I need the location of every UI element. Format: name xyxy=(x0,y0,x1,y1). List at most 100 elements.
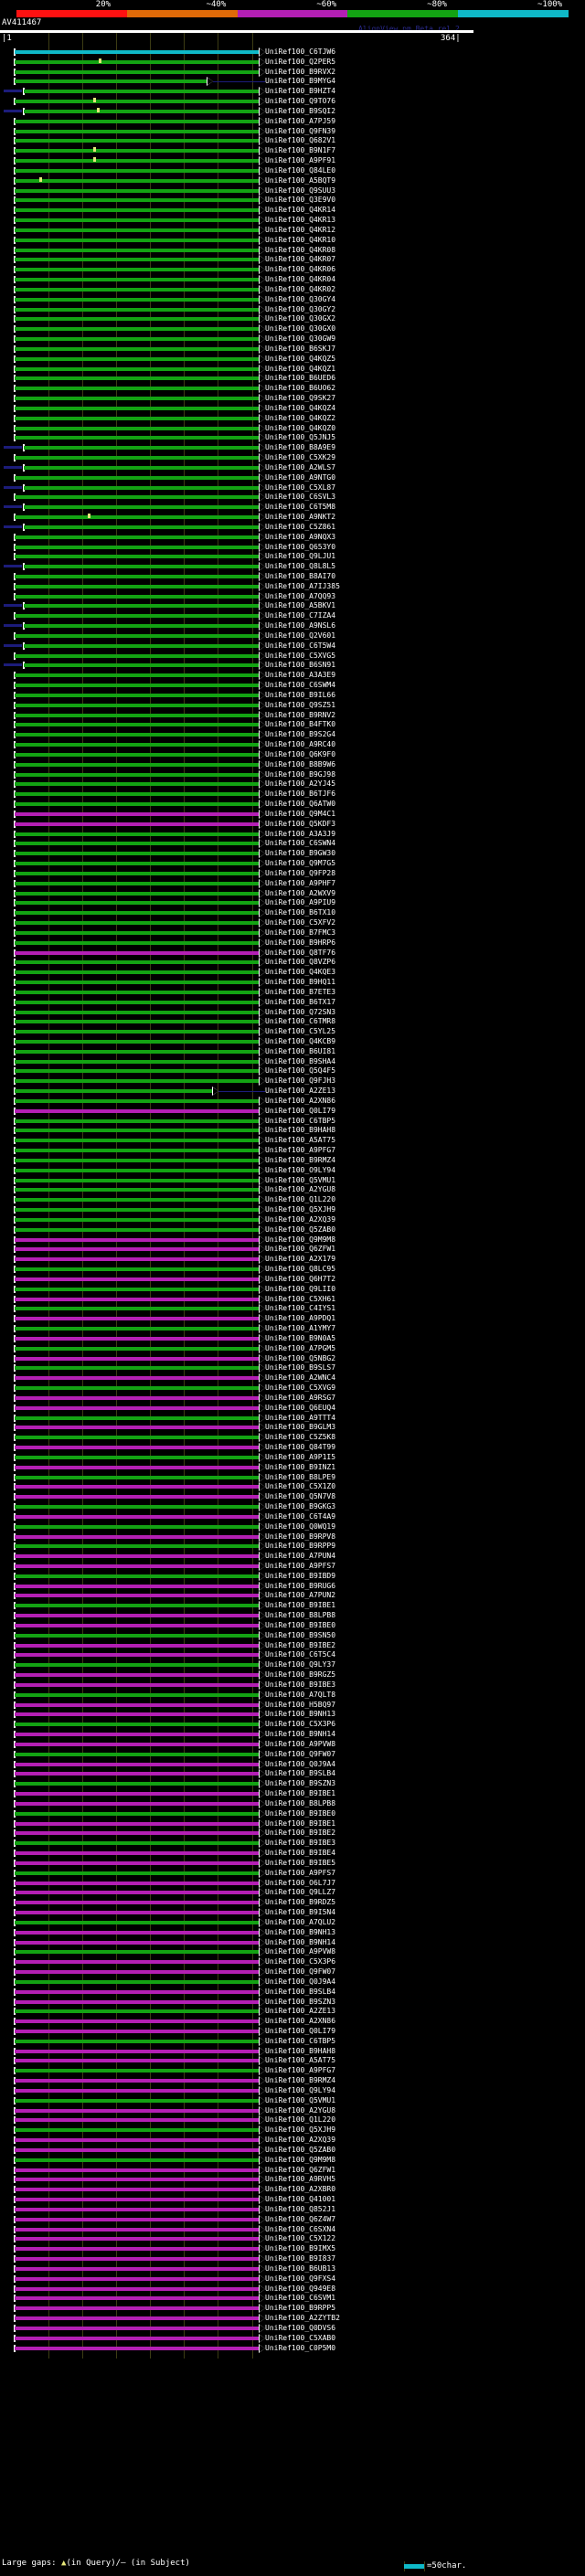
hit-label[interactable]: UniRef100_B9HQ11 xyxy=(265,978,336,987)
table-row[interactable]: UniRef100_B6UI81 xyxy=(0,1046,585,1057)
hit-label[interactable]: UniRef100_B9IBE3 xyxy=(265,1839,336,1848)
hit-label[interactable]: UniRef100_A9TTT4 xyxy=(265,1413,336,1422)
hit-label[interactable]: UniRef100_B9IBE0 xyxy=(265,1808,336,1818)
hit-bar[interactable] xyxy=(15,1118,259,1123)
hit-bar[interactable] xyxy=(15,1436,259,1440)
hit-bar[interactable] xyxy=(15,2147,259,2152)
table-row[interactable]: UniRef100_Q4KR10 xyxy=(0,235,585,246)
hit-bar[interactable] xyxy=(15,100,259,104)
hit-label[interactable]: UniRef100_B9SQI2 xyxy=(265,106,336,115)
hit-label[interactable]: UniRef100_A7PUN4 xyxy=(265,1552,336,1561)
hit-bar[interactable] xyxy=(15,1831,259,1836)
table-row[interactable]: UniRef100_B9GKG3 xyxy=(0,1502,585,1512)
table-row[interactable]: UniRef100_Q9M7G5 xyxy=(0,859,585,869)
hit-bar[interactable] xyxy=(15,1544,259,1549)
hit-bar[interactable] xyxy=(15,1356,259,1361)
table-row[interactable]: UniRef100_Q9FN39 xyxy=(0,126,585,137)
table-row[interactable]: UniRef100_Q0DVS6 xyxy=(0,2323,585,2334)
table-row[interactable]: UniRef100_Q5Q4F5 xyxy=(0,1066,585,1076)
table-row[interactable]: UniRef100_B9HAH8 xyxy=(0,1126,585,1136)
hit-label[interactable]: UniRef100_C6SWN4 xyxy=(265,839,336,848)
table-row[interactable]: UniRef100_C4IYS1 xyxy=(0,1304,585,1314)
hit-bar[interactable] xyxy=(15,911,259,916)
hit-bar[interactable] xyxy=(24,565,259,569)
table-row[interactable]: UniRef100_B4FTK0 xyxy=(0,720,585,730)
hit-bar[interactable] xyxy=(15,495,259,500)
hit-label[interactable]: UniRef100_Q0J9A4 xyxy=(265,1759,336,1768)
table-row[interactable]: UniRef100_Q1L220 xyxy=(0,1195,585,1205)
hit-label[interactable]: UniRef100_Q5ZAB0 xyxy=(265,2145,336,2154)
hit-bar[interactable] xyxy=(15,178,259,183)
table-row[interactable]: UniRef100_Q0LI79 xyxy=(0,1106,585,1117)
hit-bar[interactable] xyxy=(15,2247,259,2252)
table-row[interactable]: UniRef100_B9RMZ4 xyxy=(0,1155,585,1166)
table-row[interactable]: UniRef100_C6SWN4 xyxy=(0,839,585,849)
table-row[interactable]: UniRef100_Q6H7T2 xyxy=(0,1274,585,1285)
hit-bar[interactable] xyxy=(15,2049,259,2053)
table-row[interactable]: UniRef100_C6SVM1 xyxy=(0,2294,585,2304)
hit-label[interactable]: UniRef100_B9RUG6 xyxy=(265,1581,336,1590)
table-row[interactable]: UniRef100_Q9LY94 xyxy=(0,2085,585,2096)
hit-label[interactable]: UniRef100_Q4KR08 xyxy=(265,245,336,254)
table-row[interactable]: UniRef100_C5XL87 xyxy=(0,482,585,493)
table-row[interactable]: UniRef100_A5BQT9 xyxy=(0,175,585,186)
hit-bar[interactable] xyxy=(15,198,259,203)
hit-bar[interactable] xyxy=(15,2019,259,2024)
table-row[interactable]: UniRef100_C6T5M8 xyxy=(0,503,585,513)
hit-bar[interactable] xyxy=(15,1692,259,1697)
table-row[interactable]: UniRef100_Q4KQZ2 xyxy=(0,413,585,424)
table-row[interactable]: UniRef100_Q5JNJ5 xyxy=(0,433,585,443)
hit-label[interactable]: UniRef100_B8B9W6 xyxy=(265,759,336,769)
table-row[interactable]: UniRef100_A9PVW8 xyxy=(0,1947,585,1957)
hit-label[interactable]: UniRef100_B6SKJ7 xyxy=(265,344,336,353)
table-row[interactable]: UniRef100_A2X179 xyxy=(0,1255,585,1265)
table-row[interactable]: UniRef100_Q682V1 xyxy=(0,136,585,146)
table-row[interactable]: UniRef100_A9PFS7 xyxy=(0,1868,585,1879)
hit-label[interactable]: UniRef100_A9PVW8 xyxy=(265,1947,336,1956)
hit-bar[interactable] xyxy=(15,1158,259,1162)
table-row[interactable]: UniRef100_B9IBE0 xyxy=(0,1808,585,1819)
hit-bar[interactable] xyxy=(15,2286,259,2291)
hit-label[interactable]: UniRef100_Q0LI79 xyxy=(265,1106,336,1115)
hit-label[interactable]: UniRef100_B9IBE1 xyxy=(265,1789,336,1798)
table-row[interactable]: UniRef100_B6UO62 xyxy=(0,384,585,394)
table-row[interactable]: UniRef100_B9IBE1 xyxy=(0,1789,585,1799)
table-row[interactable]: UniRef100_C6T5C4 xyxy=(0,1650,585,1660)
hit-bar[interactable] xyxy=(15,1505,259,1509)
hit-label[interactable]: UniRef100_A9PFS7 xyxy=(265,1561,336,1570)
hit-label[interactable]: UniRef100_Q4KQZ2 xyxy=(265,413,336,422)
hit-label[interactable]: UniRef100_C6TJW6 xyxy=(265,48,336,56)
hit-bar[interactable] xyxy=(15,1920,259,1924)
table-row[interactable]: UniRef100_Q6K9F0 xyxy=(0,749,585,760)
table-row[interactable]: UniRef100_A2ZE13 xyxy=(0,2007,585,2017)
hit-label[interactable]: UniRef100_C5XVG9 xyxy=(265,1383,336,1393)
table-row[interactable]: UniRef100_A9TTT4 xyxy=(0,1413,585,1424)
hit-bar[interactable] xyxy=(15,387,259,391)
table-row[interactable]: UniRef100_Q5ZAB0 xyxy=(0,2145,585,2156)
hit-label[interactable]: UniRef100_Q9M9M8 xyxy=(265,1235,336,1244)
table-row[interactable]: UniRef100_Q30GW9 xyxy=(0,334,585,345)
hit-bar[interactable] xyxy=(24,604,259,609)
table-row[interactable]: UniRef100_B9NH13 xyxy=(0,1710,585,1720)
table-row[interactable]: UniRef100_Q653Y0 xyxy=(0,542,585,553)
hit-bar[interactable] xyxy=(15,901,259,906)
hit-label[interactable]: UniRef100_C6T4A9 xyxy=(265,1511,336,1521)
hit-label[interactable]: UniRef100_C5XK29 xyxy=(265,453,336,462)
hit-bar[interactable] xyxy=(15,950,259,955)
table-row[interactable]: UniRef100_C5X1Z0 xyxy=(0,1482,585,1492)
hit-label[interactable]: UniRef100_C5XVG5 xyxy=(265,651,336,660)
hit-bar[interactable] xyxy=(15,881,259,885)
table-row[interactable]: UniRef100_A9PIU9 xyxy=(0,898,585,908)
hit-bar[interactable] xyxy=(15,1514,259,1519)
hit-bar[interactable] xyxy=(15,297,259,302)
hit-label[interactable]: UniRef100_Q8LC95 xyxy=(265,1265,336,1274)
table-row[interactable]: UniRef100_C5Z861 xyxy=(0,522,585,533)
hit-bar[interactable] xyxy=(15,1327,259,1331)
hit-label[interactable]: UniRef100_A9NSL6 xyxy=(265,621,336,631)
hit-label[interactable]: UniRef100_Q9FN39 xyxy=(265,126,336,135)
table-row[interactable]: UniRef100_B9NH14 xyxy=(0,1730,585,1740)
hit-bar[interactable] xyxy=(15,2088,259,2093)
hit-label[interactable]: UniRef100_B4FTK0 xyxy=(265,720,336,729)
hit-label[interactable]: UniRef100_C6SVL3 xyxy=(265,493,336,502)
table-row[interactable]: UniRef100_C6TBP5 xyxy=(0,1116,585,1127)
